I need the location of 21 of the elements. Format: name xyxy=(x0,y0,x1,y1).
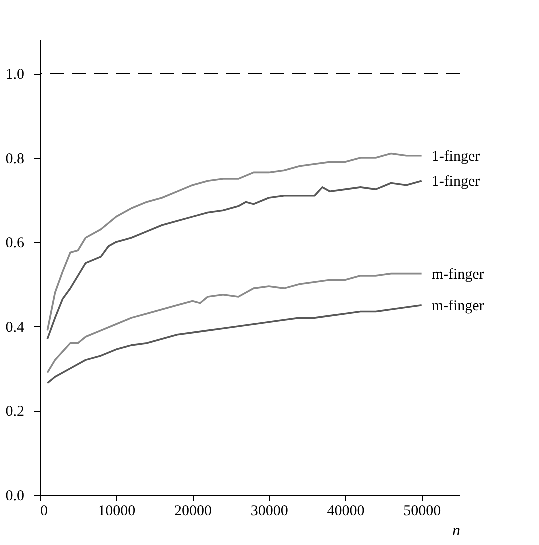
y-tick-label: 0.4 xyxy=(6,320,25,336)
line-series xyxy=(46,180,423,340)
x-tick-label: 10000 xyxy=(98,504,136,520)
y-tick-label: 0.2 xyxy=(6,404,24,420)
series-label: m-finger xyxy=(432,266,484,283)
x-tick-label: 40000 xyxy=(327,504,365,520)
x-tick-label: 20000 xyxy=(174,504,212,520)
series-label: m-finger xyxy=(432,298,484,314)
y-tick-label: 0.6 xyxy=(6,236,25,252)
x-tick-label: 30000 xyxy=(250,504,288,520)
y-tick-label: 0.0 xyxy=(6,488,24,504)
series-label: 1-finger xyxy=(432,148,480,165)
line-series xyxy=(46,152,423,332)
y-tick-label: 0.8 xyxy=(6,151,24,168)
line-series xyxy=(46,272,423,374)
y-tick-label: 1.0 xyxy=(6,67,24,84)
line-series xyxy=(46,304,423,384)
x-tick-label: 50000 xyxy=(404,504,442,520)
x-axis-title: n xyxy=(452,522,460,540)
x-tick-label: 0 xyxy=(40,504,48,520)
series-label: 1-finger xyxy=(432,174,480,190)
